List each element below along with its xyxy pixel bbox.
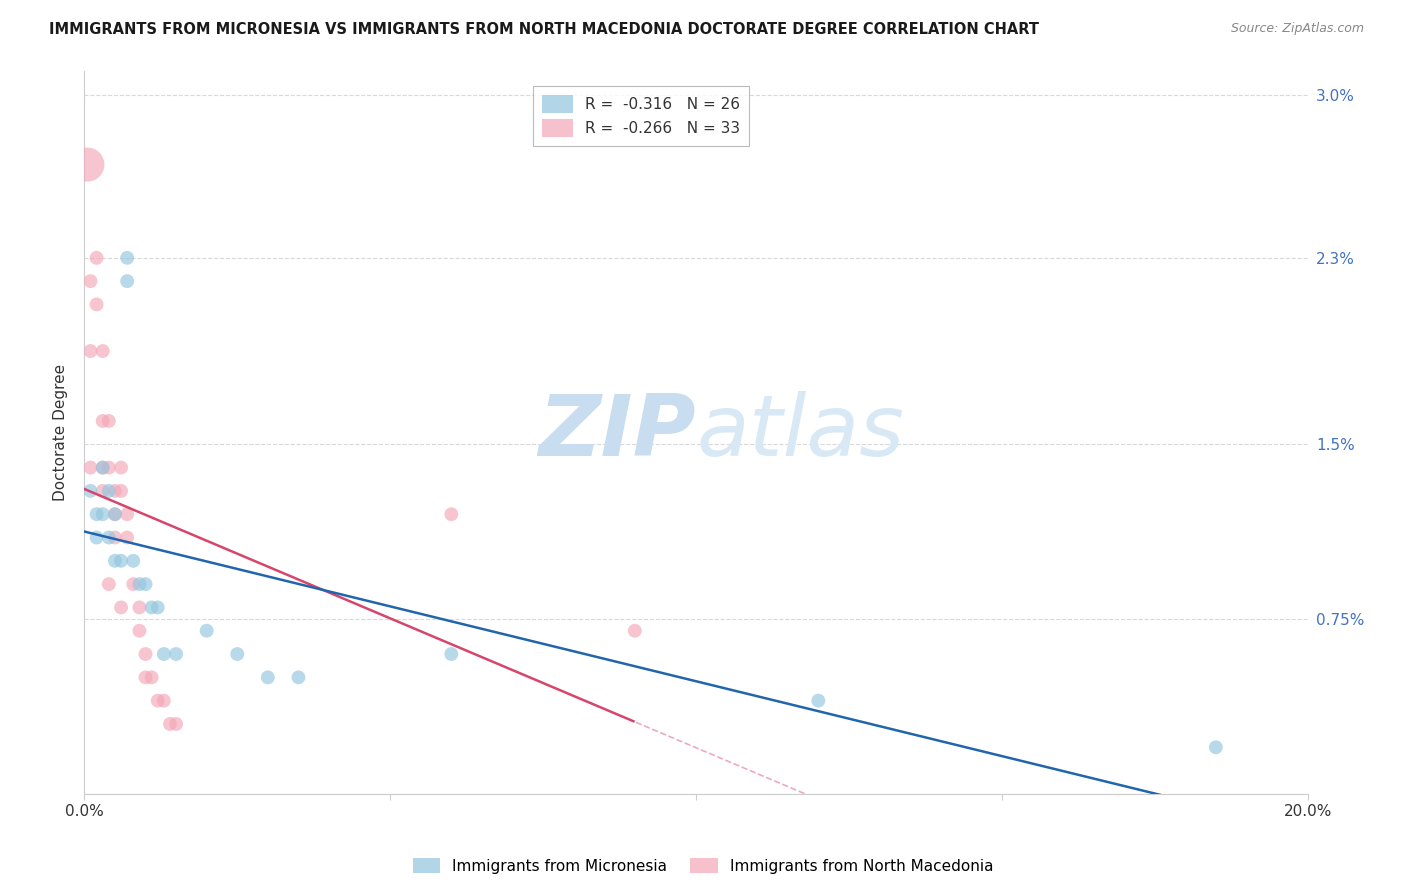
Point [287,670,309,684]
Point [104,531,127,545]
Point [153,693,176,707]
Point [97,531,120,545]
Point [91,344,114,359]
Point [79,483,101,498]
Point [104,554,127,568]
Point [91,414,114,428]
Text: atlas: atlas [696,391,904,475]
Point [115,251,138,265]
Point [86,251,108,265]
Point [86,297,108,311]
Point [97,577,120,591]
Point [128,624,150,638]
Point [122,554,145,568]
Point [159,717,181,731]
Text: IMMIGRANTS FROM MICRONESIA VS IMMIGRANTS FROM NORTH MACEDONIA DOCTORATE DEGREE C: IMMIGRANTS FROM MICRONESIA VS IMMIGRANTS… [49,22,1039,37]
Point [135,670,157,684]
Point [97,483,120,498]
Point [165,717,187,731]
Point [135,647,157,661]
Point [226,647,249,661]
Point [1205,740,1227,755]
Y-axis label: Doctorate Degree: Doctorate Degree [53,364,69,501]
Point [91,507,114,521]
Point [128,600,150,615]
Text: ZIP: ZIP [538,391,696,475]
Point [165,647,187,661]
Point [128,577,150,591]
Point [807,693,830,707]
Point [141,670,163,684]
Legend: Immigrants from Micronesia, Immigrants from North Macedonia: Immigrants from Micronesia, Immigrants f… [406,852,1000,880]
Point [153,647,176,661]
Point [104,507,127,521]
Point [91,460,114,475]
Point [110,460,132,475]
Point [91,460,114,475]
Point [195,624,218,638]
Point [86,507,108,521]
Point [440,507,463,521]
Point [79,344,101,359]
Point [79,274,101,288]
Point [97,414,120,428]
Point [79,460,101,475]
Point [110,600,132,615]
Point [104,507,127,521]
Point [257,670,280,684]
Point [440,647,463,661]
Point [97,460,120,475]
Legend: R =  -0.316   N = 26, R =  -0.266   N = 33: R = -0.316 N = 26, R = -0.266 N = 33 [533,87,749,146]
Point [146,693,169,707]
Point [91,483,114,498]
Point [141,600,163,615]
Point [115,507,138,521]
Point [110,554,132,568]
Point [146,600,169,615]
Point [115,531,138,545]
Point [135,577,157,591]
Point [110,483,132,498]
Point [115,274,138,288]
Point [86,531,108,545]
Text: Source: ZipAtlas.com: Source: ZipAtlas.com [1230,22,1364,36]
Point [104,483,127,498]
Point [624,624,647,638]
Point [122,577,145,591]
Point [76,158,98,172]
